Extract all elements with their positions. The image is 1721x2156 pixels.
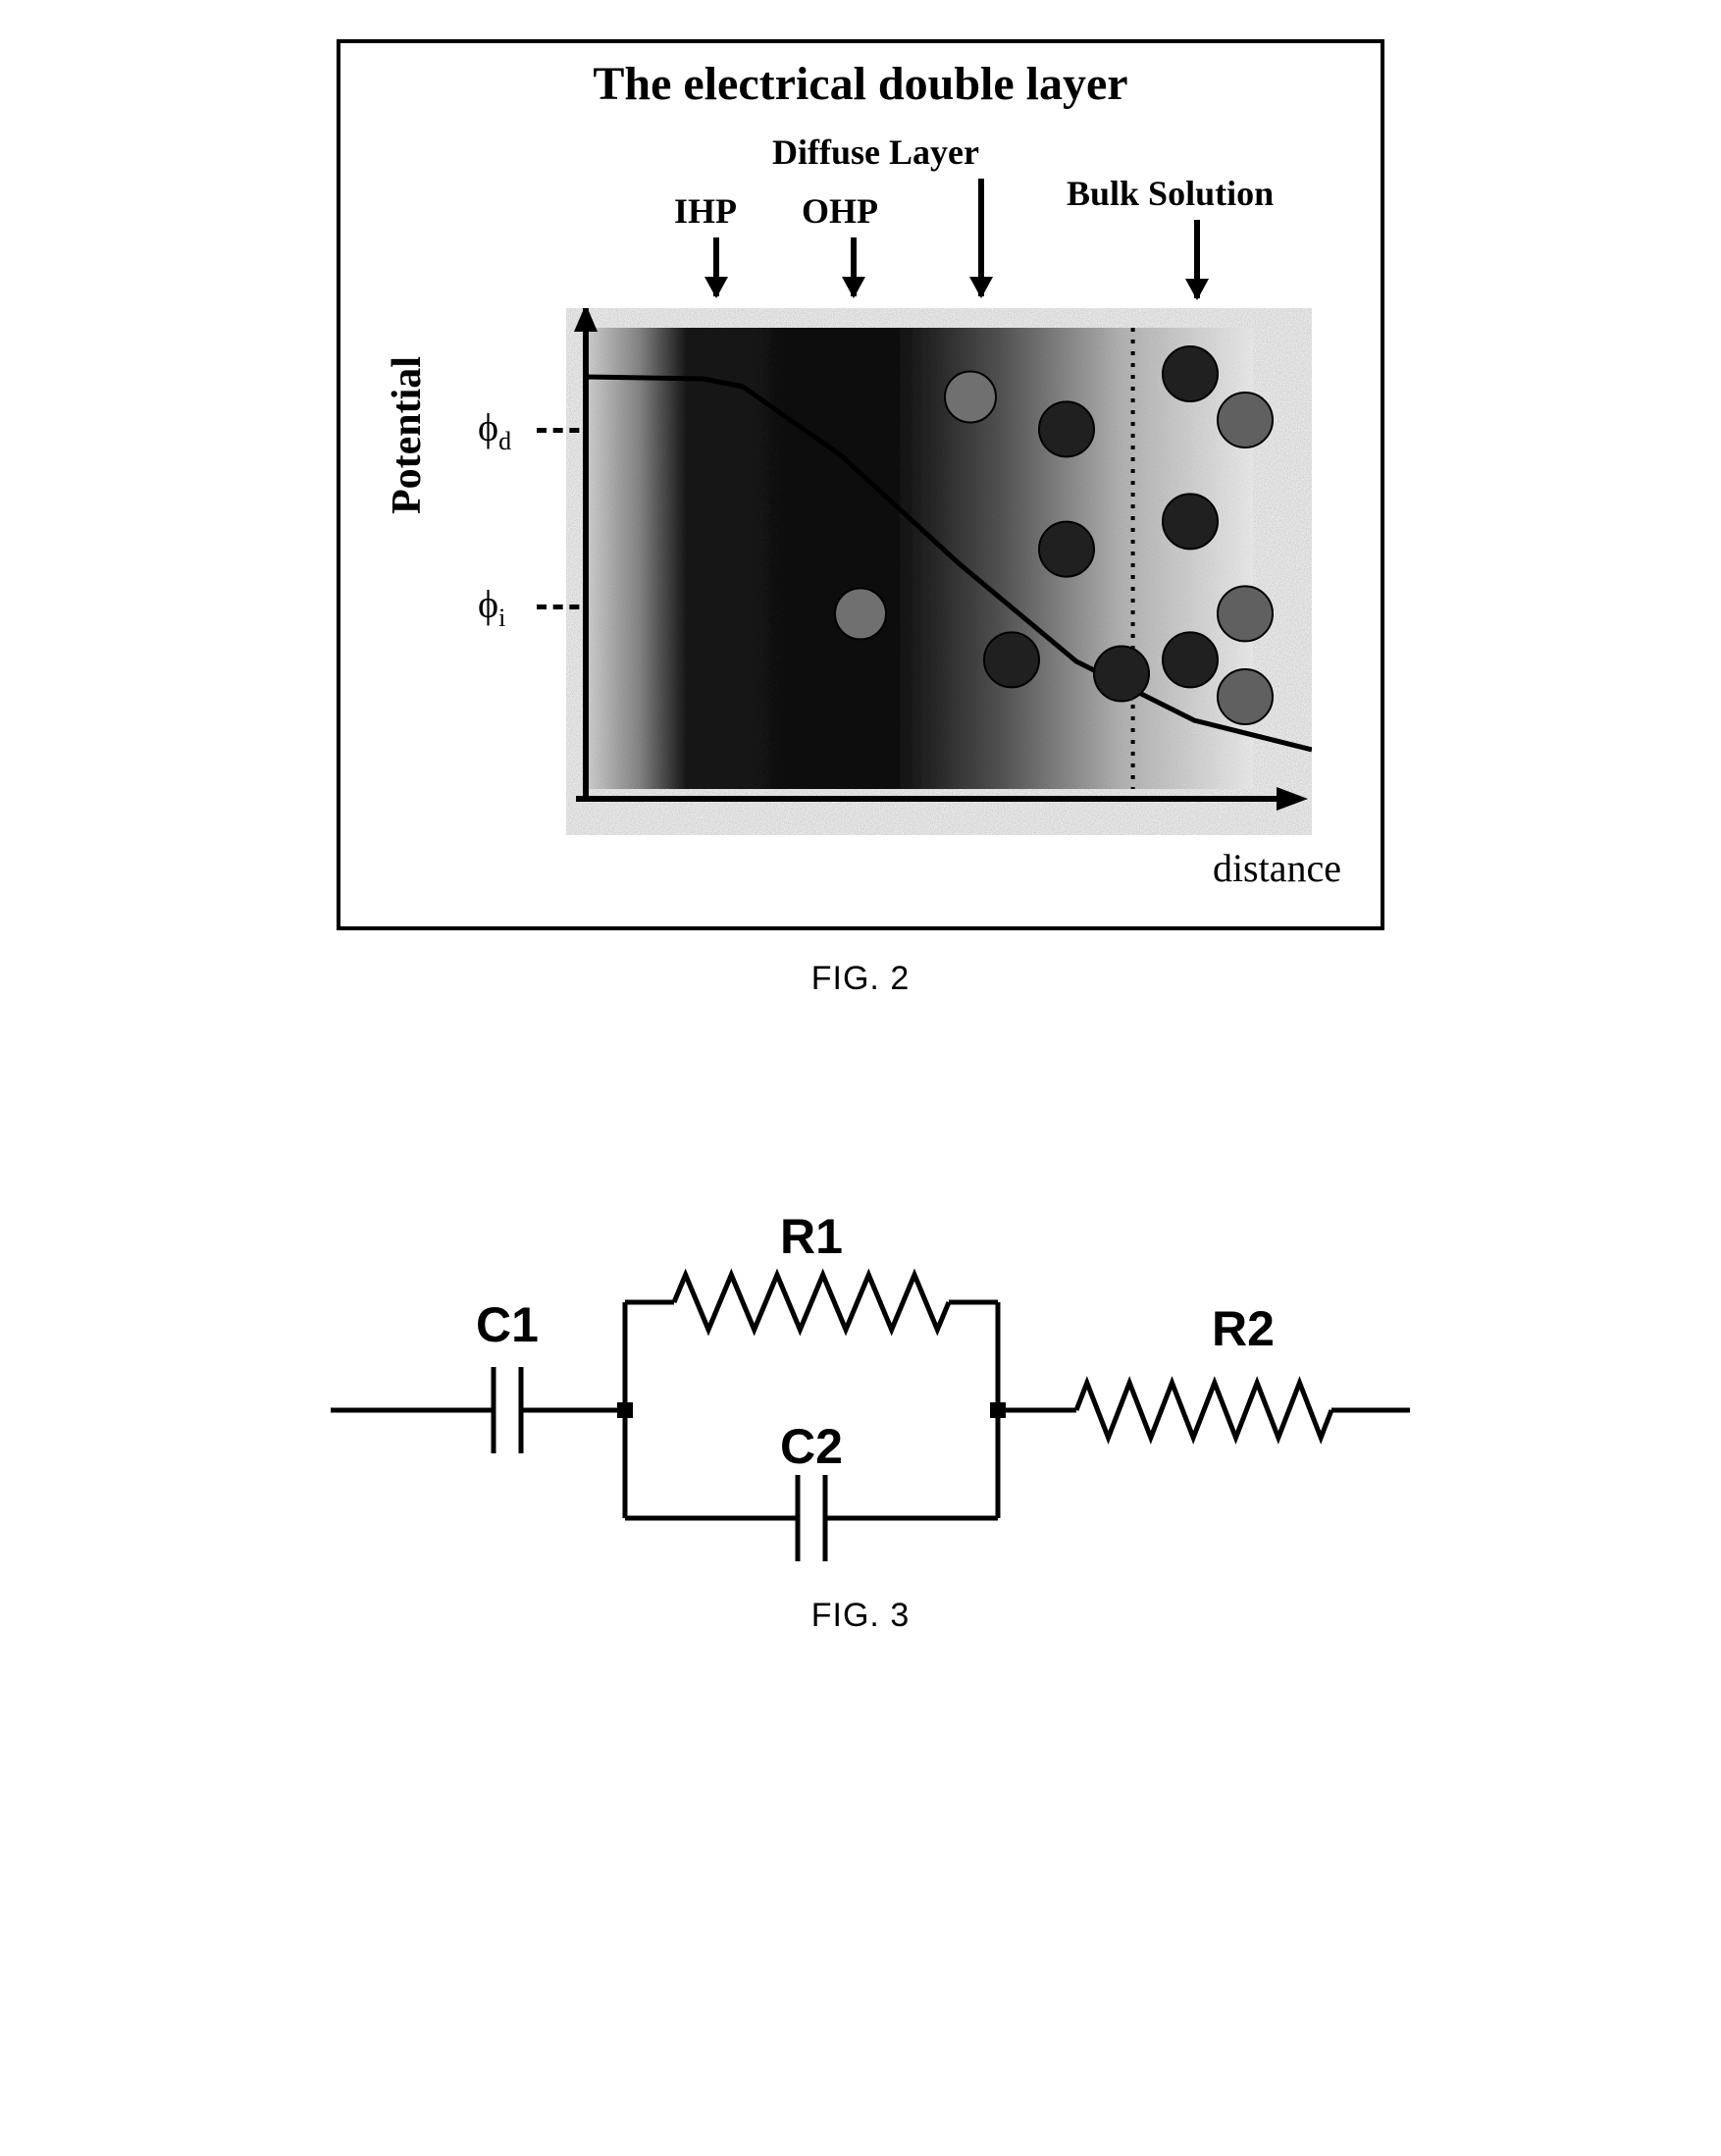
label-diffuse-layer: Diffuse Layer: [772, 131, 979, 173]
x-axis-label: distance: [1213, 845, 1341, 891]
ion-circle: [1039, 401, 1094, 456]
phi-i-label: ϕi: [478, 581, 505, 633]
fig2-frame: The electrical double layer IHP OHP Diff…: [337, 39, 1384, 930]
fig2-svg: [566, 308, 1312, 838]
arrow-bulk: [1194, 220, 1200, 298]
ion-circle: [1218, 586, 1273, 641]
label-bulk-solution: Bulk Solution: [1067, 173, 1274, 214]
label-c2: C2: [780, 1419, 843, 1474]
label-c1: C1: [476, 1297, 539, 1352]
fig2-plot: [566, 308, 1312, 838]
fig3-caption: FIG. 3: [811, 1597, 910, 1635]
phi-i-symbol: ϕ: [478, 582, 498, 626]
label-r1: R1: [780, 1209, 843, 1264]
arrow-ohp: [851, 237, 857, 296]
phi-i-sub: i: [498, 604, 505, 632]
fig3-circuit-svg: C1 R1 C2 R2: [272, 1155, 1449, 1567]
ion-circle: [945, 372, 996, 423]
arrow-ihp: [713, 237, 719, 296]
ion-circle: [1163, 346, 1218, 401]
fig2-title: The electrical double layer: [340, 57, 1381, 111]
ion-circle: [1163, 632, 1218, 687]
label-ihp: IHP: [674, 190, 737, 232]
x-axis-arrowhead: [1277, 787, 1308, 811]
ion-circle: [1094, 647, 1149, 702]
phi-d-symbol: ϕ: [478, 405, 498, 449]
ion-circle: [1163, 494, 1218, 549]
arrow-diffuse: [978, 179, 984, 296]
ion-circle: [1039, 522, 1094, 577]
y-axis-arrowhead: [574, 308, 598, 332]
phi-d-sub: d: [498, 427, 511, 455]
component-r2: [1076, 1383, 1331, 1438]
ion-circle: [835, 588, 886, 639]
label-r2: R2: [1212, 1301, 1275, 1356]
ion-circle: [1218, 669, 1273, 724]
fig2-region-labels: IHP OHP Diffuse Layer Bulk Solution: [340, 131, 1381, 289]
edl-gradient-region: [586, 328, 1253, 789]
ion-circle: [984, 632, 1039, 687]
fig2-caption: FIG. 2: [337, 960, 1384, 998]
label-ohp: OHP: [802, 190, 878, 232]
y-axis-label: Potential: [384, 356, 431, 514]
component-r1: [674, 1275, 949, 1330]
ion-circle: [1218, 393, 1273, 447]
phi-d-label: ϕd: [478, 404, 511, 456]
figure-3: C1 R1 C2 R2 FIG. 3: [272, 1155, 1449, 1635]
figure-2: The electrical double layer IHP OHP Diff…: [337, 39, 1384, 998]
